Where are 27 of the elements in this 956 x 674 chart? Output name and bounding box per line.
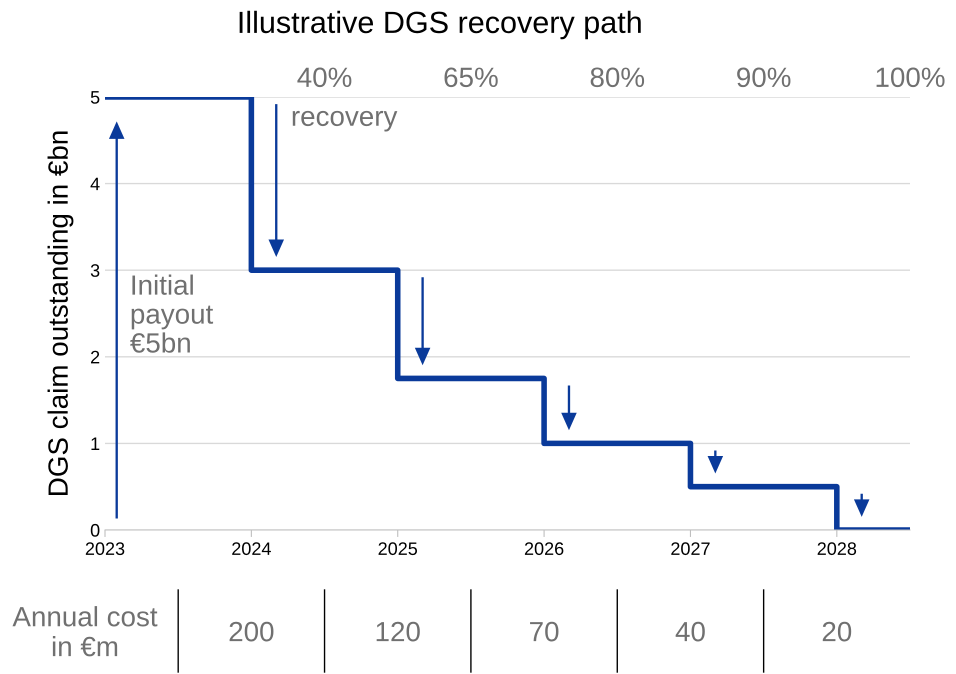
text: 100% bbox=[876, 67, 945, 88]
y-tick-label: 1 bbox=[91, 438, 100, 450]
text: 40% bbox=[297, 67, 352, 88]
y-tick-label: 5 bbox=[90, 91, 100, 104]
chart-title: Illustrative DGS recovery path bbox=[240, 10, 641, 40]
text: 70 bbox=[530, 622, 558, 642]
y-tick-label: 2 bbox=[91, 350, 100, 364]
x-tick-label: 2023 bbox=[86, 542, 124, 556]
annotation: recovery bbox=[292, 110, 398, 132]
x-tick-label: 2027 bbox=[671, 542, 710, 556]
x-tick-label: 2024 bbox=[232, 542, 271, 556]
y-tick-label: 3 bbox=[90, 264, 100, 277]
text: 80% bbox=[590, 67, 644, 88]
text: 90% bbox=[737, 67, 790, 88]
text: 120 bbox=[376, 622, 420, 642]
annotation: Initial payout €5bn bbox=[130, 274, 214, 353]
x-tick-label: 2025 bbox=[378, 542, 418, 556]
text: 20 bbox=[822, 622, 852, 642]
text: 40 bbox=[676, 622, 705, 642]
x-tick-label: 2026 bbox=[524, 542, 564, 556]
y-tick-label: 4 bbox=[90, 178, 100, 190]
x-tick-label: 2028 bbox=[818, 542, 856, 556]
y-tick-label: 0 bbox=[90, 524, 100, 537]
text: 65% bbox=[444, 67, 498, 88]
text: Annual cost in €m bbox=[12, 606, 158, 656]
y-axis-title: DGS claim outstanding in €bn bbox=[48, 132, 74, 495]
text: 200 bbox=[230, 622, 274, 642]
